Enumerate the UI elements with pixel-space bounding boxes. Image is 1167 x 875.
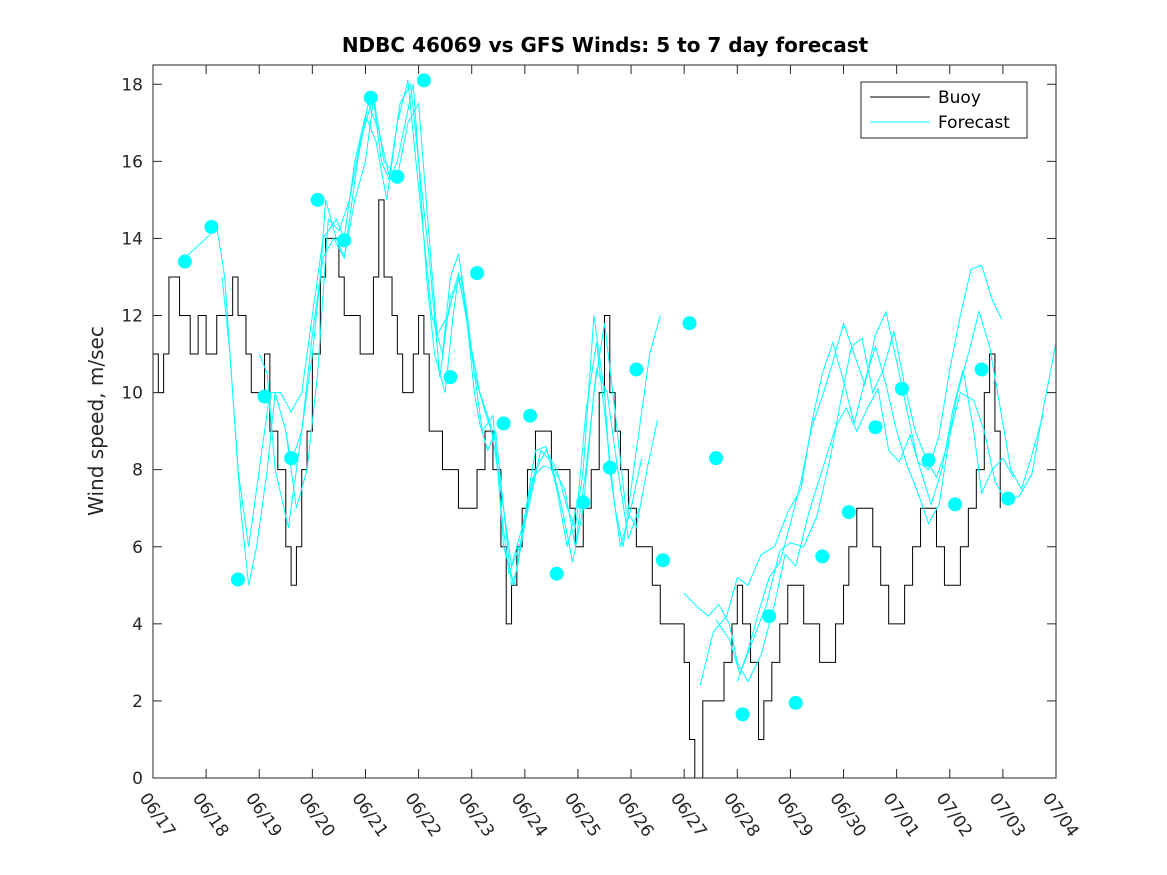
forecast-marker: [470, 266, 485, 281]
x-tick-label: 06/27: [666, 789, 710, 841]
y-tick-label: 6: [132, 538, 143, 558]
y-tick-label: 14: [121, 229, 143, 249]
forecast-line: [683, 369, 1014, 683]
chart-title: NDBC 46069 vs GFS Winds: 5 to 7 day fore…: [342, 33, 869, 57]
x-tick-label: 06/17: [135, 789, 179, 841]
forecast-marker: [602, 460, 617, 475]
forecast-marker: [921, 453, 936, 468]
plot-area: [153, 65, 1056, 778]
x-tick-label: 07/03: [985, 789, 1029, 841]
x-tick-label: 06/29: [772, 789, 816, 841]
x-tick-label: 07/01: [879, 789, 923, 841]
x-tick-label: 06/25: [560, 789, 604, 841]
y-tick-label: 2: [132, 692, 143, 712]
legend-label-forecast: Forecast: [938, 113, 1010, 133]
legend-label-buoy: Buoy: [938, 88, 981, 108]
forecast-marker: [841, 505, 856, 520]
forecast-marker: [337, 233, 352, 248]
forecast-marker: [735, 707, 750, 722]
plot-frame: [152, 64, 1057, 779]
y-tick-label: 4: [132, 615, 143, 635]
y-axis-label: Wind speed, m/sec: [84, 326, 108, 516]
forecast-marker: [788, 695, 803, 710]
forecast-marker: [868, 420, 883, 435]
y-tick-label: 16: [121, 152, 143, 172]
x-tick-label: 06/21: [347, 789, 391, 841]
y-tick-label: 18: [121, 75, 143, 95]
y-tick-label: 10: [121, 384, 143, 404]
forecast-marker: [948, 497, 963, 512]
forecast-marker: [363, 90, 378, 105]
forecast-marker: [416, 73, 431, 88]
forecast-marker: [523, 408, 538, 423]
legend-box: [860, 81, 1028, 139]
forecast-line: [699, 340, 1057, 686]
forecast-marker: [549, 566, 564, 581]
forecast-marker: [894, 381, 909, 396]
forecast-marker: [655, 553, 670, 568]
forecast-line: [715, 309, 1044, 676]
forecast-series: [184, 80, 1057, 686]
forecast-marker: [390, 169, 405, 184]
forecast-marker: [709, 451, 724, 466]
forecast-marker: [257, 389, 272, 404]
forecast-marker: [443, 370, 458, 385]
x-tick-label: 06/23: [454, 789, 498, 841]
forecast-marker: [230, 572, 245, 587]
forecast-marker: [974, 362, 989, 377]
legend: Buoy Forecast: [860, 81, 1028, 139]
forecast-marker: [204, 219, 219, 234]
x-tick-label: 06/18: [188, 789, 232, 841]
y-tick-label: 8: [132, 461, 143, 481]
forecast-marker: [629, 362, 644, 377]
x-tick-label: 06/28: [719, 789, 763, 841]
forecast-marker: [1001, 491, 1016, 506]
x-tick-label: 06/19: [241, 789, 285, 841]
y-tick-label: 12: [121, 307, 143, 327]
forecast-marker: [284, 451, 299, 466]
x-tick-label: 06/20: [294, 789, 338, 841]
forecast-line: [736, 264, 1003, 682]
forecast-marker: [177, 254, 192, 269]
forecast-marker: [576, 495, 591, 510]
forecast-marker: [682, 316, 697, 331]
forecast-marker: [496, 416, 511, 431]
x-tick-label: 07/02: [932, 789, 976, 841]
x-tick-label: 06/24: [507, 789, 551, 841]
forecast-markers: [177, 73, 1016, 722]
y-axis: 0 2 4 6 8 10 12 14 16 18: [121, 75, 1056, 789]
x-tick-label: 07/04: [1038, 789, 1082, 841]
forecast-marker: [310, 192, 325, 207]
y-tick-label: 0: [132, 769, 143, 789]
x-tick-label: 06/30: [825, 789, 869, 841]
forecast-marker: [815, 549, 830, 564]
forecast-marker: [762, 609, 777, 624]
x-tick-label: 06/26: [613, 789, 657, 841]
x-tick-label: 06/22: [400, 789, 444, 841]
